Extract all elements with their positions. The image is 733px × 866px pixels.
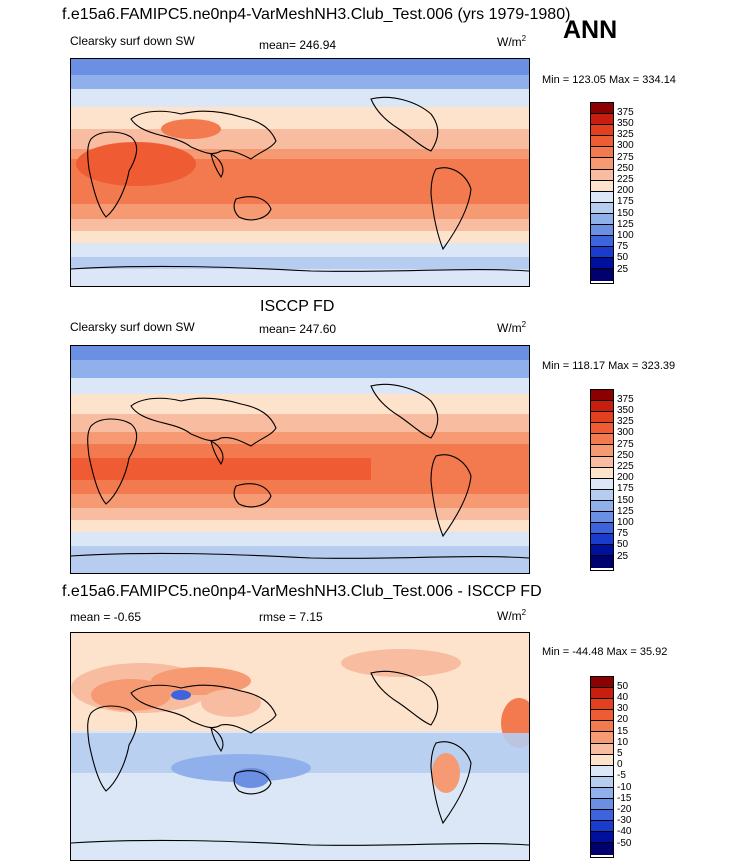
panel1-coastlines xyxy=(71,96,529,272)
colorbar-tick: 300 xyxy=(617,427,634,438)
colorbar-tick: 225 xyxy=(617,174,634,185)
colorbar-tick: 125 xyxy=(617,219,634,230)
colorbar-tick: 50 xyxy=(617,539,629,550)
colorbar-tick: 350 xyxy=(617,405,634,416)
season-label: ANN xyxy=(563,16,618,44)
colorbar-tick: -50 xyxy=(617,838,632,849)
colorbar-tick: 350 xyxy=(617,118,634,129)
panel2-map xyxy=(70,345,530,574)
panel3-minmax: Min = -44.48 Max = 35.92 xyxy=(542,646,668,658)
colorbar-tick: 175 xyxy=(617,196,634,207)
colorbar-tick: 225 xyxy=(617,461,634,472)
colorbar-tick: 150 xyxy=(617,495,634,506)
colorbar-tick: -5 xyxy=(617,770,626,781)
colorbar-tick: 100 xyxy=(617,230,634,241)
colorbar-tick: 0 xyxy=(617,759,623,770)
panel1-map xyxy=(70,58,530,287)
panel1-minmax: Min = 123.05 Max = 334.14 xyxy=(542,74,676,86)
colorbar-tick: 275 xyxy=(617,439,634,450)
panel3-rmse-label: rmse = 7.15 xyxy=(259,610,323,624)
colorbar-tick: -15 xyxy=(617,793,632,804)
colorbar-tick: 50 xyxy=(617,681,629,692)
panel3-colorbar xyxy=(590,676,614,858)
colorbar-tick: 300 xyxy=(617,140,634,151)
panel1-colorbar xyxy=(590,102,614,284)
colorbar-tick: 10 xyxy=(617,737,629,748)
panel2-units: W/m2 xyxy=(497,320,527,335)
colorbar-tick: 25 xyxy=(617,551,629,562)
colorbar-tick: -20 xyxy=(617,804,632,815)
colorbar-tick: 325 xyxy=(617,416,634,427)
colorbar-tick: 150 xyxy=(617,208,634,219)
colorbar-tick: 100 xyxy=(617,517,634,528)
colorbar-tick: 200 xyxy=(617,185,634,196)
panel3-map xyxy=(70,632,530,861)
colorbar-tick: 125 xyxy=(617,506,634,517)
panel2-mean-label: mean= 247.60 xyxy=(259,322,337,336)
colorbar-tick: 250 xyxy=(617,163,634,174)
panel2-coastlines xyxy=(71,383,529,559)
colorbar-tick: 75 xyxy=(617,241,629,252)
panel2-variable-label: Clearsky surf down SW xyxy=(70,320,195,334)
figure-title: f.e15a6.FAMIPC5.ne0np4-VarMeshNH3.Club_T… xyxy=(62,6,571,23)
colorbar-tick: -30 xyxy=(617,815,632,826)
colorbar-tick: -10 xyxy=(617,782,632,793)
colorbar-tick: 375 xyxy=(617,107,634,118)
panel2-minmax: Min = 118.17 Max = 323.39 xyxy=(542,360,676,372)
colorbar-tick: 15 xyxy=(617,726,629,737)
colorbar-tick: 250 xyxy=(617,450,634,461)
colorbar-tick: 175 xyxy=(617,483,634,494)
colorbar-tick: 30 xyxy=(617,703,629,714)
panel1-units: W/m2 xyxy=(497,34,527,49)
colorbar-tick: 20 xyxy=(617,714,629,725)
colorbar-tick: 325 xyxy=(617,129,634,140)
panel2-colorbar xyxy=(590,389,614,571)
colorbar-tick: 375 xyxy=(617,394,634,405)
colorbar-tick: 25 xyxy=(617,264,629,275)
panel2-heading: ISCCP FD xyxy=(260,298,335,315)
colorbar-tick: -40 xyxy=(617,826,632,837)
panel3-coastlines xyxy=(71,670,529,846)
panel1-mean-label: mean= 246.94 xyxy=(259,38,337,52)
colorbar-tick: 5 xyxy=(617,748,623,759)
colorbar-tick: 75 xyxy=(617,528,629,539)
colorbar-tick: 40 xyxy=(617,692,629,703)
panel3-units: W/m2 xyxy=(497,608,527,623)
panel3-heading: f.e15a6.FAMIPC5.ne0np4-VarMeshNH3.Club_T… xyxy=(62,583,542,600)
colorbar-tick: 50 xyxy=(617,252,629,263)
panel3-mean-label: mean = -0.65 xyxy=(70,610,142,624)
panel1-variable-label: Clearsky surf down SW xyxy=(70,34,195,48)
colorbar-tick: 275 xyxy=(617,152,634,163)
colorbar-tick: 200 xyxy=(617,472,634,483)
